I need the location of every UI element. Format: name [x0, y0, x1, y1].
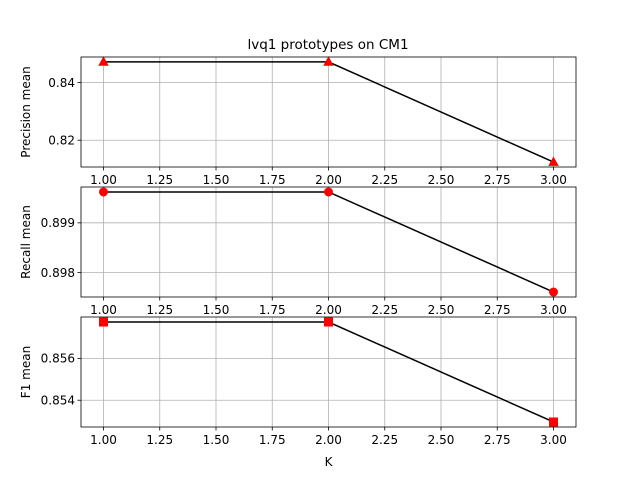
data-point — [99, 187, 108, 197]
x-tick-label: 1.50 — [203, 173, 230, 187]
data-point — [324, 317, 333, 327]
x-tick-label: 1.00 — [90, 303, 117, 317]
x-tick-label: 1.00 — [90, 433, 117, 447]
y-axis: 0.854 0.856 — [41, 352, 81, 408]
data-point — [324, 187, 333, 197]
x-tick-label: 2.25 — [371, 173, 398, 187]
y-tick-label: 0.856 — [41, 352, 75, 366]
subplot-f1: 1.00 1.25 1.50 1.75 2.00 2.25 2.50 2.75 3.00 0.85… — [19, 316, 577, 469]
grid — [81, 317, 576, 427]
x-axis: 1.00 1.25 1.50 1.75 2.00 2.25 2.50 2.75 3.00 — [90, 427, 567, 447]
data-point — [549, 287, 558, 297]
y-axis: 0.898 0.899 — [41, 216, 81, 280]
subplot-precision: 1.00 1.25 1.50 1.75 2.00 2.25 2.50 2.75 3.00 0.82… — [19, 56, 577, 187]
y-axis-label: F1 mean — [19, 346, 33, 398]
x-tick-label: 3.00 — [540, 433, 567, 447]
series-0 — [99, 317, 558, 427]
data-point — [323, 56, 334, 66]
x-axis-label: K — [325, 455, 334, 469]
x-tick-label: 2.25 — [371, 303, 398, 317]
x-tick-label: 2.00 — [315, 173, 342, 187]
x-tick-label: 1.50 — [203, 303, 230, 317]
series-0 — [99, 187, 558, 297]
plot-frame — [80, 316, 577, 428]
y-tick-label: 0.82 — [48, 134, 75, 148]
x-tick-label: 2.00 — [315, 433, 342, 447]
x-tick-label: 2.25 — [371, 433, 398, 447]
y-axis-label: Recall mean — [19, 205, 33, 279]
x-tick-label: 1.50 — [203, 433, 230, 447]
x-tick-label: 1.00 — [90, 173, 117, 187]
x-axis: 1.00 1.25 1.50 1.75 2.00 2.25 2.50 2.75 3.00 — [90, 297, 567, 317]
subplot-recall: 1.00 1.25 1.50 1.75 2.00 2.25 2.50 2.75 3.00 0.89… — [19, 186, 577, 317]
y-axis-label: Precision mean — [19, 66, 33, 157]
y-tick-label: 0.84 — [48, 76, 75, 90]
y-tick-label: 0.899 — [41, 216, 75, 230]
x-tick-label: 1.25 — [146, 173, 173, 187]
x-tick-label: 1.25 — [146, 303, 173, 317]
x-tick-label: 1.75 — [259, 303, 286, 317]
x-tick-label: 3.00 — [540, 173, 567, 187]
x-tick-label: 2.75 — [484, 173, 511, 187]
x-tick-label: 1.75 — [259, 173, 286, 187]
x-tick-label: 2.50 — [428, 173, 455, 187]
x-axis: 1.00 1.25 1.50 1.75 2.00 2.25 2.50 2.75 3.00 — [90, 167, 567, 187]
plot-frame — [80, 186, 577, 298]
grid — [81, 187, 576, 297]
x-tick-label: 3.00 — [540, 303, 567, 317]
subplots: 1.00 1.25 1.50 1.75 2.00 2.25 2.50 2.75 3.00 0.82… — [19, 56, 577, 469]
series-0 — [98, 56, 559, 166]
x-tick-label: 1.75 — [259, 433, 286, 447]
data-point — [98, 56, 109, 66]
y-tick-label: 0.854 — [41, 394, 75, 408]
data-point — [548, 156, 559, 166]
data-point — [99, 317, 108, 327]
y-tick-label: 0.898 — [41, 266, 75, 280]
plot-frame — [80, 56, 577, 168]
x-tick-label: 1.25 — [146, 433, 173, 447]
chart-title: lvq1 prototypes on CM1 — [247, 37, 408, 53]
x-tick-label: 2.00 — [315, 303, 342, 317]
x-tick-label: 2.50 — [428, 433, 455, 447]
x-tick-label: 2.75 — [484, 303, 511, 317]
data-point — [549, 417, 558, 427]
x-tick-label: 2.75 — [484, 433, 511, 447]
y-axis: 0.82 0.84 — [48, 76, 81, 148]
x-tick-label: 2.50 — [428, 303, 455, 317]
grid — [81, 57, 576, 167]
